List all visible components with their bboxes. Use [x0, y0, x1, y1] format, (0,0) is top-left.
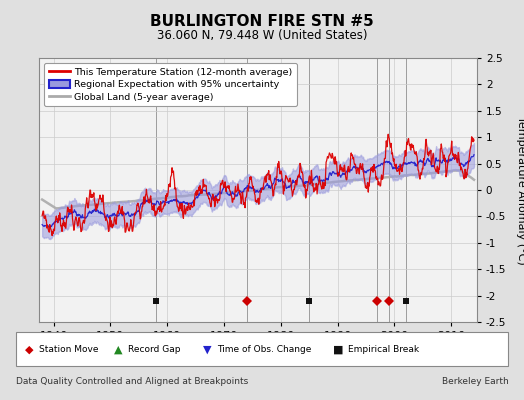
Text: 36.060 N, 79.448 W (United States): 36.060 N, 79.448 W (United States) — [157, 29, 367, 42]
Text: ▼: ▼ — [203, 344, 211, 354]
Text: Record Gap: Record Gap — [128, 345, 181, 354]
Y-axis label: Temperature Anomaly (°C): Temperature Anomaly (°C) — [516, 116, 524, 264]
Text: ■: ■ — [333, 344, 343, 354]
Text: BURLINGTON FIRE STN #5: BURLINGTON FIRE STN #5 — [150, 14, 374, 30]
Text: Berkeley Earth: Berkeley Earth — [442, 378, 508, 386]
Legend: This Temperature Station (12-month average), Regional Expectation with 95% uncer: This Temperature Station (12-month avera… — [44, 63, 297, 106]
Text: ◆: ◆ — [25, 344, 33, 354]
Text: Time of Obs. Change: Time of Obs. Change — [217, 345, 312, 354]
Text: Data Quality Controlled and Aligned at Breakpoints: Data Quality Controlled and Aligned at B… — [16, 378, 248, 386]
Text: Station Move: Station Move — [39, 345, 99, 354]
Text: ▲: ▲ — [114, 344, 122, 354]
Text: Empirical Break: Empirical Break — [348, 345, 420, 354]
